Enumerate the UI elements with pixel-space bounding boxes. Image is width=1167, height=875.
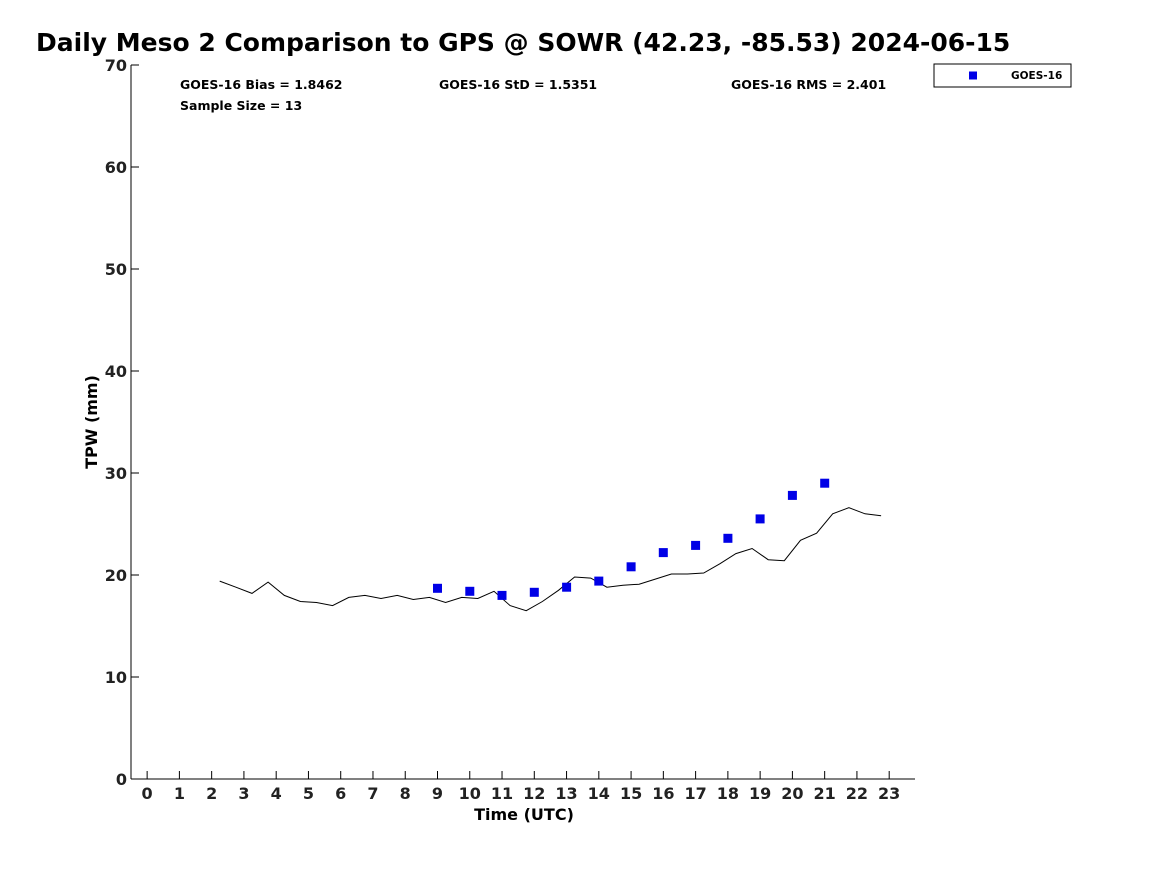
y-tick-label: 60 xyxy=(105,158,127,177)
goes16-point xyxy=(755,514,765,524)
y-tick-label: 0 xyxy=(116,770,127,789)
y-tick-label: 70 xyxy=(105,56,127,75)
y-axis-label: TPW (mm) xyxy=(82,375,101,469)
goes16-point xyxy=(465,586,475,596)
goes16-point xyxy=(594,576,604,586)
goes16-marker-series xyxy=(433,478,830,600)
y-tick-label: 10 xyxy=(105,668,127,687)
x-axis-label: Time (UTC) xyxy=(474,805,574,824)
goes16-point xyxy=(562,582,572,592)
legend-box xyxy=(933,63,1072,88)
sample-size-stat: Sample Size = 13 xyxy=(180,98,302,113)
x-tick-label: 19 xyxy=(749,784,771,803)
goes16-point xyxy=(497,590,507,600)
gps-tpw-line xyxy=(219,507,882,612)
rms-stat: GOES-16 RMS = 2.401 xyxy=(731,77,886,92)
x-tick-label: 5 xyxy=(303,784,314,803)
x-tick-label: 4 xyxy=(271,784,282,803)
x-tick-label: 1 xyxy=(174,784,185,803)
y-tick-label: 50 xyxy=(105,260,127,279)
goes16-point xyxy=(723,533,733,543)
chart-title: Daily Meso 2 Comparison to GPS @ SOWR (4… xyxy=(36,28,1011,57)
goes16-point xyxy=(691,540,701,550)
goes16-point xyxy=(626,562,636,572)
x-tick-label: 17 xyxy=(684,784,706,803)
y-tick-label: 20 xyxy=(105,566,127,585)
x-tick-label: 22 xyxy=(846,784,868,803)
goes16-point xyxy=(658,548,668,558)
goes16-point xyxy=(820,478,830,488)
x-tick-label: 21 xyxy=(814,784,836,803)
y-tick-label: 30 xyxy=(105,464,127,483)
x-tick-label: 6 xyxy=(335,784,346,803)
x-tick-label: 16 xyxy=(652,784,674,803)
x-tick-label: 15 xyxy=(620,784,642,803)
x-tick-label: 2 xyxy=(206,784,217,803)
x-tick-label: 8 xyxy=(400,784,411,803)
x-tick-label: 20 xyxy=(781,784,803,803)
legend-marker-goes16 xyxy=(969,71,977,80)
legend: GOES-16 xyxy=(933,63,1072,88)
gps-line-series xyxy=(219,507,882,612)
x-tick-label: 9 xyxy=(432,784,443,803)
x-tick-label: 7 xyxy=(367,784,378,803)
goes16-point xyxy=(787,490,797,500)
goes16-point xyxy=(529,587,539,597)
goes16-point xyxy=(433,583,442,593)
x-tick-label: 3 xyxy=(238,784,249,803)
x-tick-label: 12 xyxy=(523,784,545,803)
bias-stat: GOES-16 Bias = 1.8462 xyxy=(180,77,342,92)
std-stat: GOES-16 StD = 1.5351 xyxy=(439,77,597,92)
x-tick-label: 11 xyxy=(491,784,513,803)
x-tick-label: 23 xyxy=(878,784,900,803)
x-tick-label: 10 xyxy=(459,784,481,803)
x-tick-label: 18 xyxy=(717,784,739,803)
x-tick-label: 14 xyxy=(588,784,610,803)
legend-label-goes16: GOES-16 xyxy=(1011,70,1062,82)
x-tick-label: 13 xyxy=(555,784,577,803)
x-tick-label: 0 xyxy=(142,784,153,803)
y-tick-label: 40 xyxy=(105,362,127,381)
